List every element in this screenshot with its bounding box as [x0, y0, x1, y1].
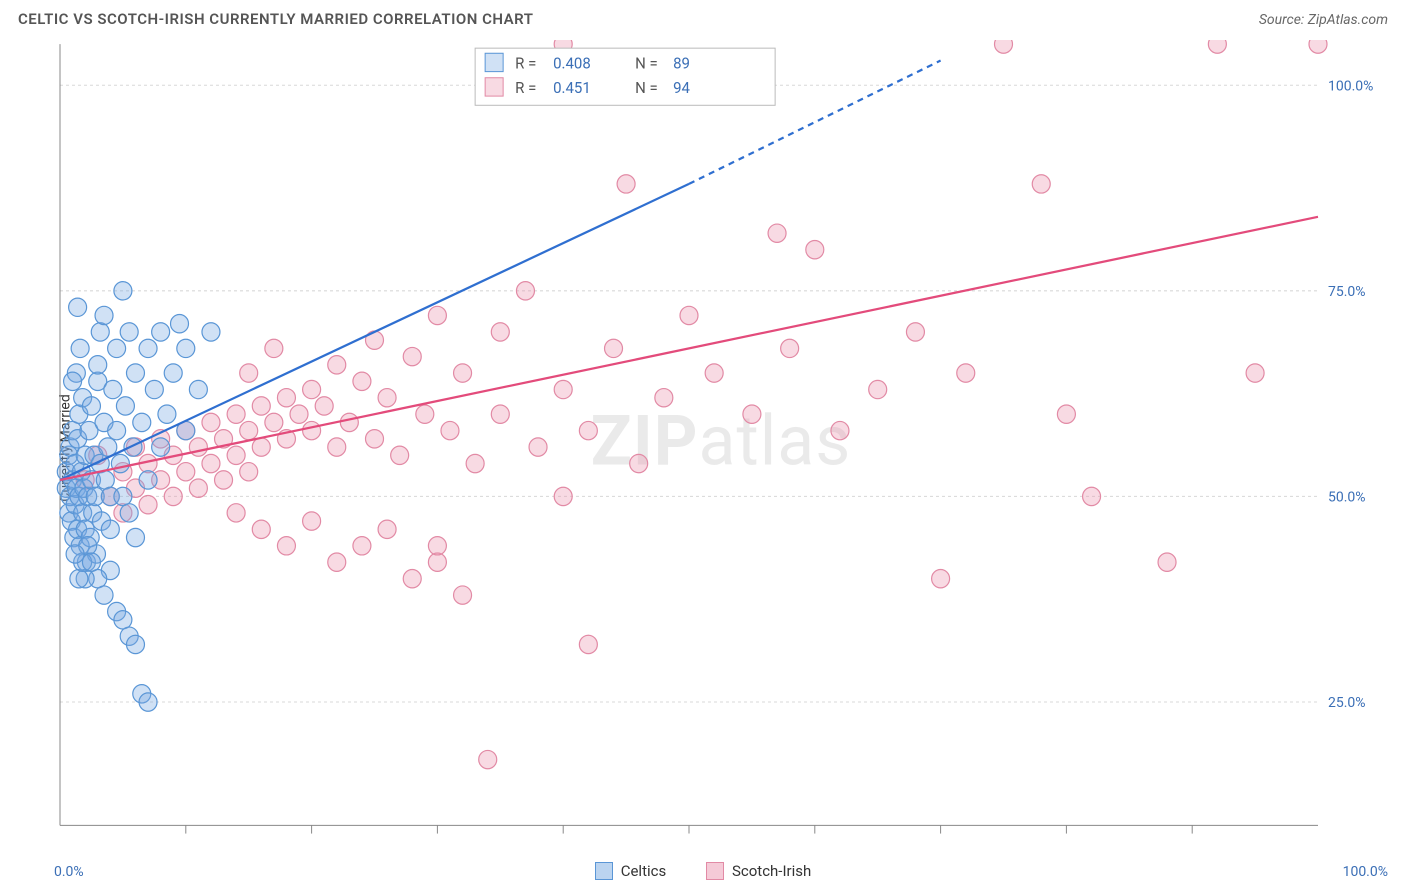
source-credit: Source: ZipAtlas.com	[1259, 12, 1388, 28]
svg-text:N =: N =	[635, 79, 658, 97]
svg-text:0.408: 0.408	[553, 54, 591, 72]
svg-text:94: 94	[673, 79, 690, 97]
svg-text:25.0%: 25.0%	[1328, 695, 1366, 711]
chart-title: CELTIC VS SCOTCH-IRISH CURRENTLY MARRIED…	[18, 10, 533, 28]
svg-text:0.451: 0.451	[553, 79, 591, 97]
legend-label: Scotch-Irish	[732, 862, 811, 880]
svg-text:100.0%: 100.0%	[1328, 78, 1373, 94]
svg-text:ZIPatlas: ZIPatlas	[591, 400, 852, 482]
chart-area: Currently Married 25.0%50.0%75.0%100.0%Z…	[18, 40, 1388, 856]
svg-text:R =: R =	[515, 54, 536, 72]
svg-text:N =: N =	[635, 54, 658, 72]
legend-swatch-icon	[595, 862, 613, 880]
svg-text:R =: R =	[515, 79, 536, 97]
legend: Celtics Scotch-Irish	[0, 862, 1406, 884]
svg-text:50.0%: 50.0%	[1328, 489, 1366, 505]
legend-item-scotch-irish: Scotch-Irish	[706, 862, 811, 880]
legend-label: Celtics	[621, 862, 667, 880]
svg-text:89: 89	[673, 54, 690, 72]
scatter-plot: 25.0% 50.0% 75.0% 100.0% ZIPatlas R = 0.408 N =…	[54, 40, 1388, 856]
legend-item-celtics: Celtics	[595, 862, 667, 880]
svg-text:75.0%: 75.0%	[1328, 284, 1366, 300]
legend-swatch-icon	[706, 862, 724, 880]
